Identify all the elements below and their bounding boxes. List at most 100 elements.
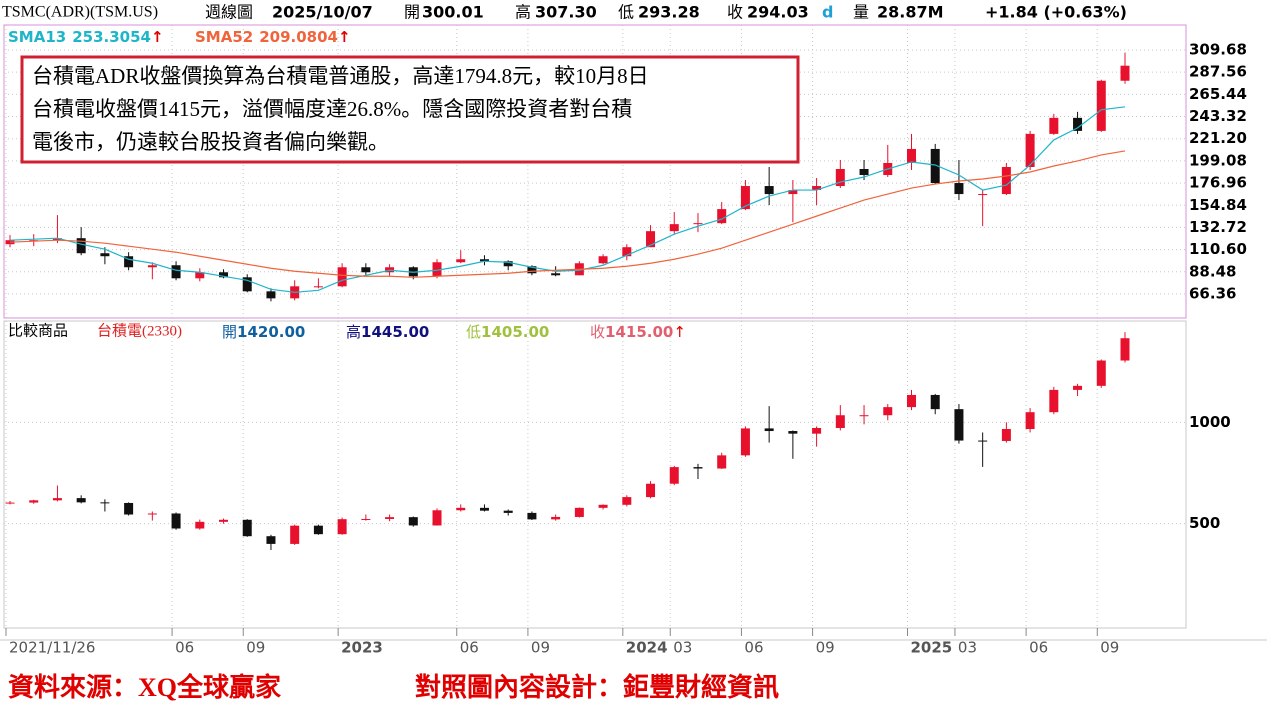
candle-body (717, 209, 727, 224)
compare-name: 台積電(2330) (97, 322, 182, 339)
candle-body (219, 272, 229, 278)
candle-body (835, 168, 845, 187)
quote-label: 低 (466, 323, 481, 341)
candle-body (1049, 389, 1059, 413)
candle-body (100, 253, 110, 257)
close-value: 294.03 (747, 3, 809, 22)
candle-body (883, 407, 893, 416)
y-tick-label: 500 (1189, 514, 1220, 532)
legend-name: SMA52 (195, 28, 253, 46)
y-tick-label: 1000 (1189, 413, 1231, 431)
annotation-line: 電後市，仍遠較台股投資者偏向樂觀。 (32, 130, 389, 154)
candle-body (195, 272, 205, 279)
candle-body (456, 507, 466, 511)
candle-body (669, 224, 679, 232)
candle-body (313, 286, 323, 288)
y-tick-label: 265.44 (1189, 85, 1247, 103)
candle-body (646, 231, 656, 248)
candle-body (1025, 412, 1035, 430)
candle-body (812, 186, 822, 191)
y-tick-label: 221.20 (1189, 129, 1247, 147)
quote-trend: ↑ (673, 323, 686, 341)
flag: d (822, 3, 833, 22)
quote-value: 1405.00 (481, 323, 549, 341)
candle-body (290, 525, 300, 544)
x-tick-label: 06 (460, 639, 479, 657)
quote-item: 高1445.00 (346, 323, 429, 341)
y-tick-label: 199.08 (1189, 151, 1247, 169)
annotation-line: 台積電ADR收盤價換算為台積電普通股，高達1794.8元，較10月8日 (32, 64, 649, 88)
candle-body (527, 266, 537, 274)
quote-value: 1420.00 (237, 323, 305, 341)
y-tick-label: 176.96 (1189, 174, 1247, 192)
candle-body (1120, 65, 1130, 81)
candle-body (147, 513, 157, 515)
quote-value: 1445.00 (361, 323, 429, 341)
candle-body (622, 497, 632, 505)
x-tick-label: 2021/11/26 (9, 639, 95, 657)
candle-body (100, 502, 110, 504)
candle-body (527, 512, 537, 520)
candle-body (598, 256, 608, 264)
quote-label: 高 (346, 323, 361, 341)
candle-body (859, 168, 869, 176)
candle-body (52, 238, 62, 241)
design-credit: 對照圖內容設計：鉅豐財經資訊 (415, 672, 779, 702)
annotation-line: 台積電收盤價1415元，溢價幅度達26.8%。隱含國際投資者對台積 (32, 97, 632, 121)
y-tick-label: 66.36 (1189, 284, 1236, 302)
open-label: 開 (404, 3, 420, 22)
candle-body (788, 431, 798, 434)
candle-body (693, 467, 703, 469)
candle-body (408, 517, 418, 526)
quote-item: 收1415.00↑ (590, 323, 686, 341)
x-tick-label: 06 (1029, 639, 1048, 657)
candle-body (479, 259, 489, 262)
x-tick-label: 09 (531, 639, 550, 657)
candle-body (503, 261, 513, 267)
candle-body (456, 259, 466, 263)
candle-body (266, 291, 276, 299)
candle-body (1073, 117, 1083, 131)
candle-body (219, 519, 229, 522)
candle-body (479, 507, 489, 511)
y-tick-label: 88.48 (1189, 262, 1236, 280)
candle-body (978, 194, 988, 196)
candle-body (740, 428, 750, 456)
y-tick-label: 110.60 (1189, 240, 1247, 258)
close-label: 收 (727, 3, 743, 22)
low-label: 低 (618, 3, 634, 22)
candle-body (693, 223, 703, 225)
candle-body (1049, 117, 1059, 134)
x-tick-label: 2023 (341, 639, 383, 657)
x-tick-label: 09 (816, 639, 835, 657)
quote-label: 開 (222, 323, 237, 341)
annotation-box (20, 55, 800, 164)
candle-body (978, 440, 988, 442)
candle-body (361, 267, 371, 273)
candle-body (29, 500, 39, 503)
quote-item: 開1420.00 (222, 323, 305, 341)
y-tick-label: 287.56 (1189, 63, 1247, 81)
candle-body (361, 518, 371, 520)
volume-value: 28.87M (877, 3, 944, 22)
volume-label: 量 (853, 3, 869, 22)
candle-body (764, 428, 774, 432)
candle-body (1096, 360, 1106, 386)
x-tick-label: 06 (744, 639, 763, 657)
candle-body (432, 510, 442, 526)
x-tick-label: 2024 (626, 639, 668, 657)
candle-body (242, 277, 252, 292)
low-value: 293.28 (638, 3, 700, 22)
y-tick-label: 132.72 (1189, 218, 1247, 236)
candle-body (1001, 166, 1011, 195)
quote-item: 低1405.00 (466, 323, 549, 341)
quote-label: 收 (590, 323, 605, 341)
change: +1.84 (+0.63%) (985, 3, 1127, 22)
x-tick-label: 09 (1100, 639, 1119, 657)
candle-body (1096, 80, 1106, 131)
legend-value: 253.3054 (72, 28, 151, 46)
legend-entry: SMA13 253.3054↑ (8, 28, 164, 46)
candle-body (432, 262, 442, 277)
candle-body (551, 516, 561, 520)
